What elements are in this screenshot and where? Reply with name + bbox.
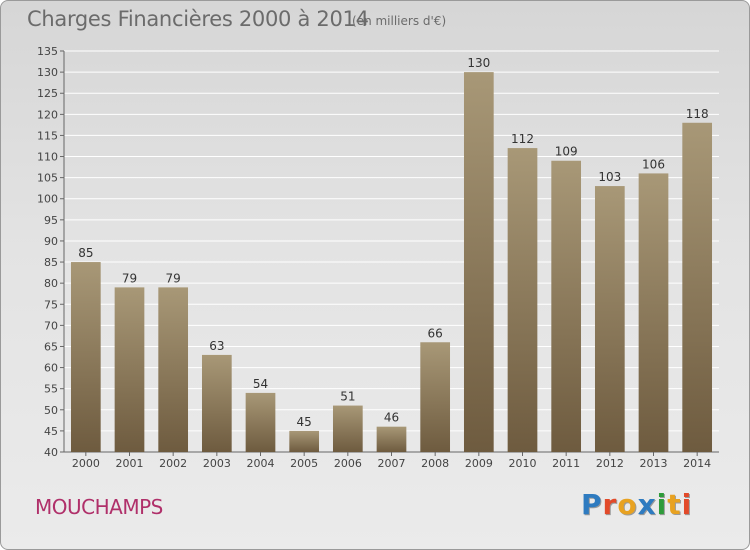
bar [682,122,713,452]
data-label: 54 [253,377,268,391]
x-tick-label: 2003 [203,457,231,470]
y-tick-label: 130 [37,66,58,79]
x-tick-label: 2011 [552,457,580,470]
x-tick-label: 2012 [596,457,624,470]
commune-name: MOUCHAMPS [35,495,163,519]
y-tick-label: 60 [44,362,58,375]
x-tick-label: 2007 [378,457,406,470]
bar [332,405,363,452]
data-label: 118 [686,107,709,121]
logo-letter: i [681,488,693,521]
bar [551,160,582,452]
y-tick-label: 70 [44,319,58,332]
x-tick-label: 2000 [72,457,100,470]
bar [245,392,276,452]
y-tick-label: 95 [44,214,58,227]
bar [201,354,232,452]
x-tick-label: 2009 [465,457,493,470]
bar [420,342,451,452]
y-tick-label: 55 [44,383,58,396]
logo-letter: o [617,488,638,521]
logo-letter: P [581,488,603,521]
data-label: 79 [122,271,137,285]
data-label: 51 [340,390,355,404]
x-tick-label: 2008 [421,457,449,470]
x-tick-label: 2013 [640,457,668,470]
x-tick-label: 2004 [247,457,275,470]
x-tick-label: 2006 [334,457,362,470]
y-tick-label: 125 [37,87,58,100]
x-tick-label: 2014 [683,457,711,470]
data-label: 63 [209,339,224,353]
x-tick-label: 2010 [509,457,537,470]
bar [158,287,189,452]
data-label: 46 [384,411,399,425]
logo-letter: x [637,488,657,521]
y-tick-label: 110 [37,151,58,164]
data-label: 130 [467,56,490,70]
y-tick-label: 65 [44,340,58,353]
logo-letter: r [602,488,618,521]
bar [463,72,494,453]
y-tick-label: 85 [44,256,58,269]
bar [507,148,538,452]
logo-letter: i [656,488,668,521]
y-tick-label: 115 [37,129,58,142]
data-label: 85 [78,246,93,260]
y-tick-label: 45 [44,425,58,438]
bar [376,426,407,452]
bar [638,173,669,452]
bar [70,262,101,452]
bar [114,287,145,452]
data-label: 45 [297,415,312,429]
data-labels: 85 79 79 63 54 45 51 46 66 130 112 109 103 106 118 [78,56,708,429]
bars [70,72,713,453]
bar [594,186,625,453]
y-tick-label: 100 [37,193,58,206]
proxiti-logo[interactable]: Proxiti [581,488,692,521]
y-tick-label: 40 [44,446,58,459]
x-tick-label: 2002 [159,457,187,470]
y-tick-label: 120 [37,108,58,121]
y-tick-label: 75 [44,298,58,311]
y-tick-label: 135 [37,45,58,58]
data-label: 79 [166,271,181,285]
bar [289,430,320,452]
x-tick-label: 2001 [116,457,144,470]
chart-subtitle: (en milliers d'€) [352,14,447,28]
y-tick-label: 90 [44,235,58,248]
data-label: 103 [598,170,621,184]
chart-title: Charges Financières 2000 à 2014 [27,7,369,31]
data-label: 106 [642,157,665,171]
y-tick-label: 80 [44,277,58,290]
y-tick-label: 105 [37,172,58,185]
data-label: 66 [428,326,443,340]
data-label: 109 [555,145,578,159]
x-tick-label: 2005 [290,457,318,470]
data-label: 112 [511,132,534,146]
logo-letter: t [667,488,682,521]
y-tick-label: 50 [44,404,58,417]
